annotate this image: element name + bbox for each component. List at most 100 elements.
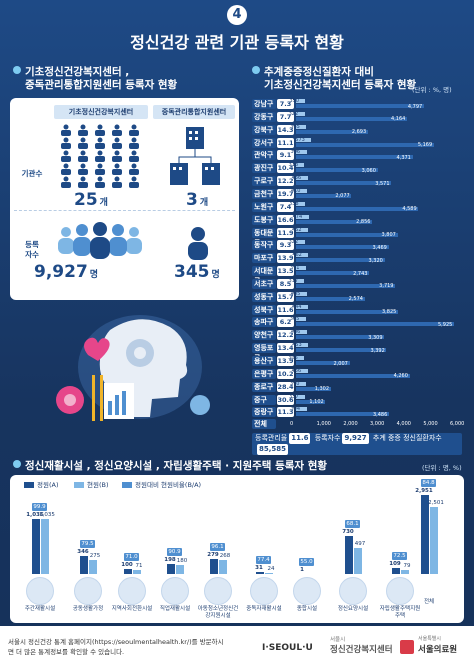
right-title-line1: 추계중증정신질환자 대비 [264, 66, 374, 78]
right-title-line2: 기초정신건강복지센터 등록자 현황 [264, 79, 417, 91]
facility-icon [74, 577, 102, 605]
ratio-label: 7.7 [277, 111, 294, 122]
bullet-icon [13, 460, 21, 468]
ratio-tag: 68.1 [345, 519, 360, 528]
estimate-value: 4,164 [391, 116, 406, 123]
left-title-line1: 기초정신건강복지센터 , [25, 66, 130, 78]
col2-reg-unit: 명 [211, 270, 220, 280]
registrant-bar [296, 407, 307, 412]
estimate-value: 2,693 [351, 129, 367, 136]
estimate-value: 2,574 [348, 296, 363, 303]
hospital-logo-icon [400, 640, 414, 654]
row2-label: 등록 자수 [16, 240, 48, 260]
center-logo: 정신건강복지센터 [330, 645, 393, 655]
district-label: 종로구 [252, 381, 276, 392]
col2-header: 중독관리통합지원센터 [153, 105, 235, 119]
estimate-bar [296, 168, 378, 173]
col1-registrants: 9,927 명 [34, 262, 98, 282]
estimate-value: 1,302 [314, 386, 330, 393]
capacity-value: 31 [255, 565, 263, 572]
current-value: 1,035 [39, 512, 55, 519]
capacity-bar [421, 495, 429, 574]
estimate-bar [296, 348, 387, 353]
capacity-value: 1,036 [26, 512, 44, 519]
ratio-tag: 99.9 [32, 503, 47, 512]
district-label: 성북구 [252, 304, 276, 315]
estimate-value: 4,371 [396, 154, 411, 161]
center-icon [78, 163, 88, 175]
district-label: 구로구 [252, 176, 276, 187]
registrant-value: 474 [292, 213, 303, 220]
ratio-label: 9.1 [277, 150, 294, 161]
current-value: 24 [267, 565, 275, 572]
legend-swatch-capacity [24, 482, 34, 488]
estimate-bar [296, 193, 352, 198]
reg-count-label: 등록자수 [314, 434, 341, 442]
ratio-tag: 84.8 [421, 479, 436, 488]
registrant-bar [296, 214, 309, 219]
x-tick-label: 1,000 [316, 421, 331, 427]
capacity-value: 100 [121, 561, 133, 568]
estimate-bar [296, 245, 389, 250]
ratio-tag: 72.5 [392, 552, 407, 561]
col1-header: 기초정신건강복지센터 [54, 105, 148, 119]
registrant-value: 452 [292, 226, 302, 233]
center-icon [129, 176, 139, 188]
registrant-value: 306 [288, 355, 298, 361]
registrant-value: 444 [291, 303, 302, 310]
center-icon [129, 163, 139, 175]
registrant-bar [296, 111, 305, 116]
bullet-icon [13, 66, 21, 74]
people-group-icon [58, 222, 142, 259]
x-tick-label: 2,000 [343, 421, 358, 427]
center-icon [61, 137, 71, 149]
registrant-value: 322 [288, 239, 299, 246]
facility-icon [26, 577, 54, 605]
center-icon [112, 124, 122, 136]
category-label: 자립생활주택지원주택 [379, 606, 421, 619]
registrant-value: 436 [291, 367, 302, 374]
current-value: 71 [135, 563, 143, 570]
district-label: 동대문구 [252, 227, 276, 247]
category-label: 종합시설 [296, 606, 318, 612]
ratio-label: 10.2 [277, 368, 294, 379]
estimate-bar [296, 104, 424, 108]
col1-count: 25 개 [74, 190, 108, 210]
district-label: 중구 [252, 394, 276, 405]
district-label: 관악구 [252, 150, 276, 161]
center-icon [78, 124, 88, 136]
facility-icon [204, 577, 232, 605]
registrant-value: 365 [289, 316, 300, 323]
registrant-bar [296, 137, 312, 142]
estimate-bar [296, 232, 398, 237]
ratio-tag: 77.4 [256, 556, 271, 565]
registrant-value: 405 [290, 290, 301, 297]
estimate-value: 3,392 [370, 347, 385, 354]
center-icon [129, 137, 139, 149]
current-bar [89, 559, 97, 574]
center-icon [61, 124, 71, 136]
legend-swatch-ratio [122, 482, 132, 488]
estimate-value: 3,825 [382, 309, 397, 316]
registrant-bar [296, 124, 307, 129]
x-tick-label: 5,000 [423, 421, 438, 427]
reg-count-value: 9,927 [342, 433, 369, 444]
estimate-bar [296, 271, 370, 276]
category-label: 직업재활시설 [159, 606, 191, 612]
registrant-bar [296, 278, 305, 283]
footer: 서울시 정신건강 통계 홈페이지(https://seoulmentalheal… [0, 626, 474, 670]
center-icon [95, 137, 105, 149]
estimate-value: 3,571 [375, 180, 390, 187]
category-label: 전체 [423, 599, 435, 605]
district-label: 강북구 [252, 124, 276, 135]
right-section-title: 추계중증정신질환자 대비 기초정신건강복지센터 등록자 현황 [252, 66, 416, 92]
hospital-logo-small: 서울특별시 [418, 636, 442, 642]
capacity-value: 730 [342, 528, 354, 535]
ratio-label: 30.6 [277, 394, 294, 405]
registrant-bar [296, 176, 308, 181]
col2-count-value: 3 [186, 190, 198, 210]
estimate-bar [296, 322, 454, 327]
current-value: 180 [176, 557, 188, 564]
ratio-label: 13.9 [277, 356, 294, 366]
estimate-bar [296, 206, 419, 211]
